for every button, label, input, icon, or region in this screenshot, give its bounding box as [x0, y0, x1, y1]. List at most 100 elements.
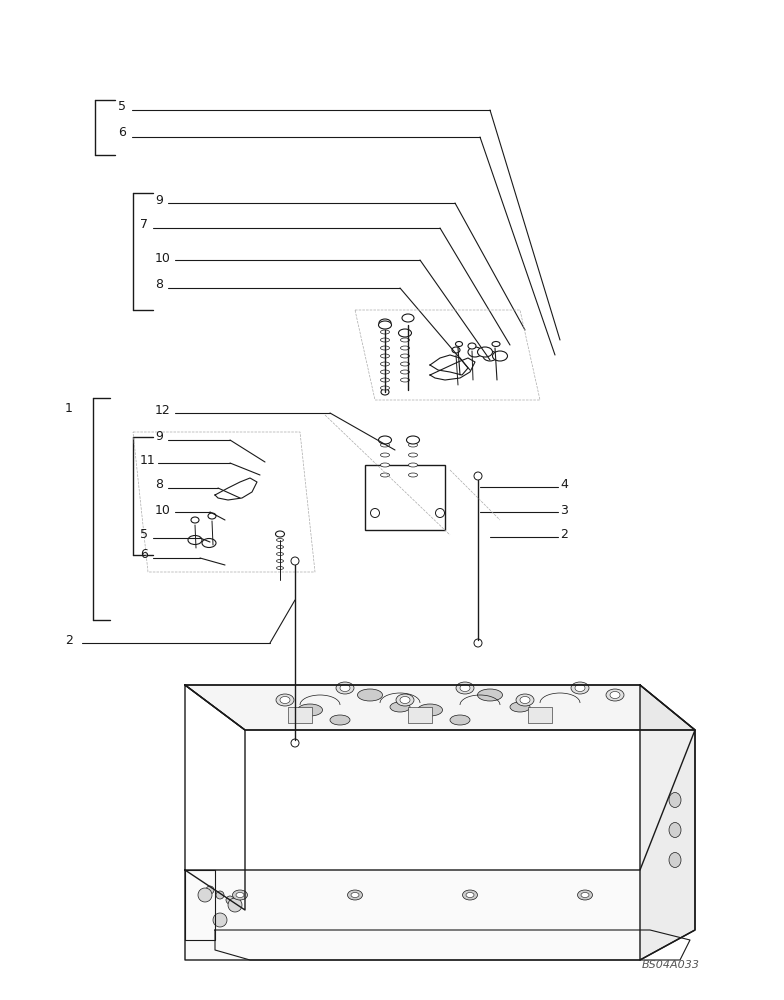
Ellipse shape: [610, 692, 620, 698]
Text: BS04A033: BS04A033: [642, 960, 700, 970]
Ellipse shape: [336, 682, 354, 694]
Ellipse shape: [188, 536, 202, 544]
Ellipse shape: [380, 346, 390, 350]
Ellipse shape: [401, 338, 409, 342]
Ellipse shape: [401, 362, 409, 366]
Ellipse shape: [581, 892, 589, 898]
Text: 8: 8: [155, 479, 163, 491]
Ellipse shape: [390, 702, 410, 712]
Ellipse shape: [396, 694, 414, 706]
Ellipse shape: [228, 898, 242, 912]
Ellipse shape: [468, 347, 482, 357]
Text: 11: 11: [140, 454, 156, 466]
Text: 3: 3: [560, 504, 568, 516]
Ellipse shape: [402, 314, 414, 322]
Bar: [288, 707, 312, 723]
Ellipse shape: [571, 682, 589, 694]
Bar: [365, 465, 445, 530]
Ellipse shape: [277, 546, 284, 548]
Text: 7: 7: [140, 219, 148, 232]
Text: 8: 8: [155, 278, 163, 292]
Ellipse shape: [578, 890, 593, 900]
Ellipse shape: [277, 538, 284, 542]
Ellipse shape: [466, 892, 474, 898]
Text: 5: 5: [118, 101, 126, 113]
Ellipse shape: [456, 682, 474, 694]
Ellipse shape: [216, 891, 224, 899]
Text: 10: 10: [155, 251, 171, 264]
Ellipse shape: [380, 453, 390, 457]
Ellipse shape: [460, 684, 470, 692]
Ellipse shape: [379, 319, 391, 327]
Ellipse shape: [340, 684, 350, 692]
Polygon shape: [640, 685, 695, 960]
Ellipse shape: [280, 696, 290, 704]
Ellipse shape: [191, 517, 199, 523]
Ellipse shape: [330, 715, 350, 725]
Ellipse shape: [380, 370, 390, 374]
Ellipse shape: [575, 684, 585, 692]
Ellipse shape: [456, 342, 463, 347]
Text: 4: 4: [560, 479, 568, 491]
Text: 9: 9: [155, 430, 163, 444]
Ellipse shape: [297, 704, 322, 716]
Ellipse shape: [291, 557, 299, 565]
Ellipse shape: [277, 560, 284, 562]
Ellipse shape: [401, 346, 409, 350]
Text: 1: 1: [65, 401, 73, 414]
Ellipse shape: [408, 463, 418, 467]
Ellipse shape: [226, 896, 234, 904]
Text: 2: 2: [560, 528, 568, 542]
Ellipse shape: [401, 378, 409, 382]
Text: 12: 12: [155, 403, 171, 416]
Ellipse shape: [606, 689, 624, 701]
Ellipse shape: [463, 890, 477, 900]
Ellipse shape: [277, 552, 284, 556]
Ellipse shape: [380, 330, 390, 334]
Ellipse shape: [452, 347, 460, 353]
Text: 6: 6: [118, 126, 126, 139]
Bar: [408, 707, 432, 723]
Ellipse shape: [510, 702, 530, 712]
Ellipse shape: [206, 886, 214, 894]
Ellipse shape: [669, 852, 681, 867]
Ellipse shape: [213, 913, 227, 927]
Ellipse shape: [291, 739, 299, 747]
Ellipse shape: [380, 463, 390, 467]
Ellipse shape: [408, 453, 418, 457]
Ellipse shape: [435, 508, 445, 518]
Ellipse shape: [408, 473, 418, 477]
Polygon shape: [185, 730, 695, 960]
Ellipse shape: [483, 351, 497, 361]
Ellipse shape: [406, 436, 419, 444]
Ellipse shape: [351, 892, 359, 898]
Ellipse shape: [669, 792, 681, 808]
Ellipse shape: [516, 694, 534, 706]
Ellipse shape: [380, 378, 390, 382]
Ellipse shape: [450, 715, 470, 725]
Ellipse shape: [380, 443, 390, 447]
Ellipse shape: [669, 822, 681, 838]
Ellipse shape: [380, 473, 390, 477]
Ellipse shape: [468, 343, 476, 349]
Ellipse shape: [380, 354, 390, 358]
Text: 2: 2: [65, 634, 73, 647]
Ellipse shape: [236, 892, 244, 898]
Ellipse shape: [379, 321, 391, 329]
Polygon shape: [185, 685, 695, 730]
Ellipse shape: [233, 890, 248, 900]
Ellipse shape: [401, 370, 409, 374]
Ellipse shape: [347, 890, 362, 900]
Ellipse shape: [474, 639, 482, 647]
Ellipse shape: [380, 338, 390, 342]
Ellipse shape: [208, 513, 216, 519]
Text: 6: 6: [140, 548, 148, 562]
Ellipse shape: [418, 704, 442, 716]
Ellipse shape: [520, 696, 530, 704]
Ellipse shape: [408, 443, 418, 447]
Ellipse shape: [477, 347, 492, 357]
Ellipse shape: [198, 888, 212, 902]
Ellipse shape: [276, 694, 294, 706]
Ellipse shape: [277, 566, 284, 570]
Ellipse shape: [358, 689, 383, 701]
